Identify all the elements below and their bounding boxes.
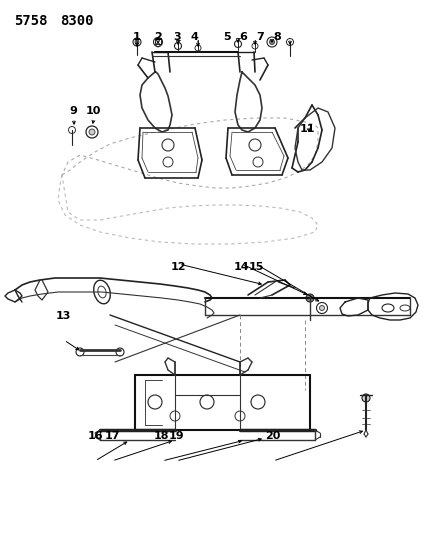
Text: 7: 7 — [256, 33, 264, 42]
Circle shape — [319, 305, 324, 311]
Text: 13: 13 — [56, 311, 71, 320]
Circle shape — [135, 40, 139, 44]
Text: 14: 14 — [234, 262, 250, 271]
Text: 2: 2 — [155, 33, 162, 42]
Text: 17: 17 — [104, 431, 120, 441]
Circle shape — [362, 394, 370, 402]
Text: 1: 1 — [133, 33, 141, 42]
Text: 11: 11 — [300, 124, 315, 134]
Circle shape — [89, 129, 95, 135]
Text: 12: 12 — [171, 262, 187, 271]
Text: 8300: 8300 — [60, 14, 93, 28]
Text: 5758: 5758 — [14, 14, 48, 28]
Circle shape — [270, 39, 274, 44]
Circle shape — [306, 294, 314, 302]
Text: 4: 4 — [191, 33, 199, 42]
Text: 16: 16 — [87, 431, 103, 441]
Text: 15: 15 — [248, 262, 264, 271]
Text: 10: 10 — [86, 106, 101, 116]
Text: 20: 20 — [265, 431, 281, 441]
Text: 18: 18 — [154, 431, 169, 441]
Text: 19: 19 — [169, 431, 184, 441]
Text: 5: 5 — [223, 33, 231, 42]
Text: 6: 6 — [239, 33, 247, 42]
Text: 9: 9 — [70, 106, 77, 116]
Text: 3: 3 — [174, 33, 181, 42]
Text: 8: 8 — [273, 33, 281, 42]
